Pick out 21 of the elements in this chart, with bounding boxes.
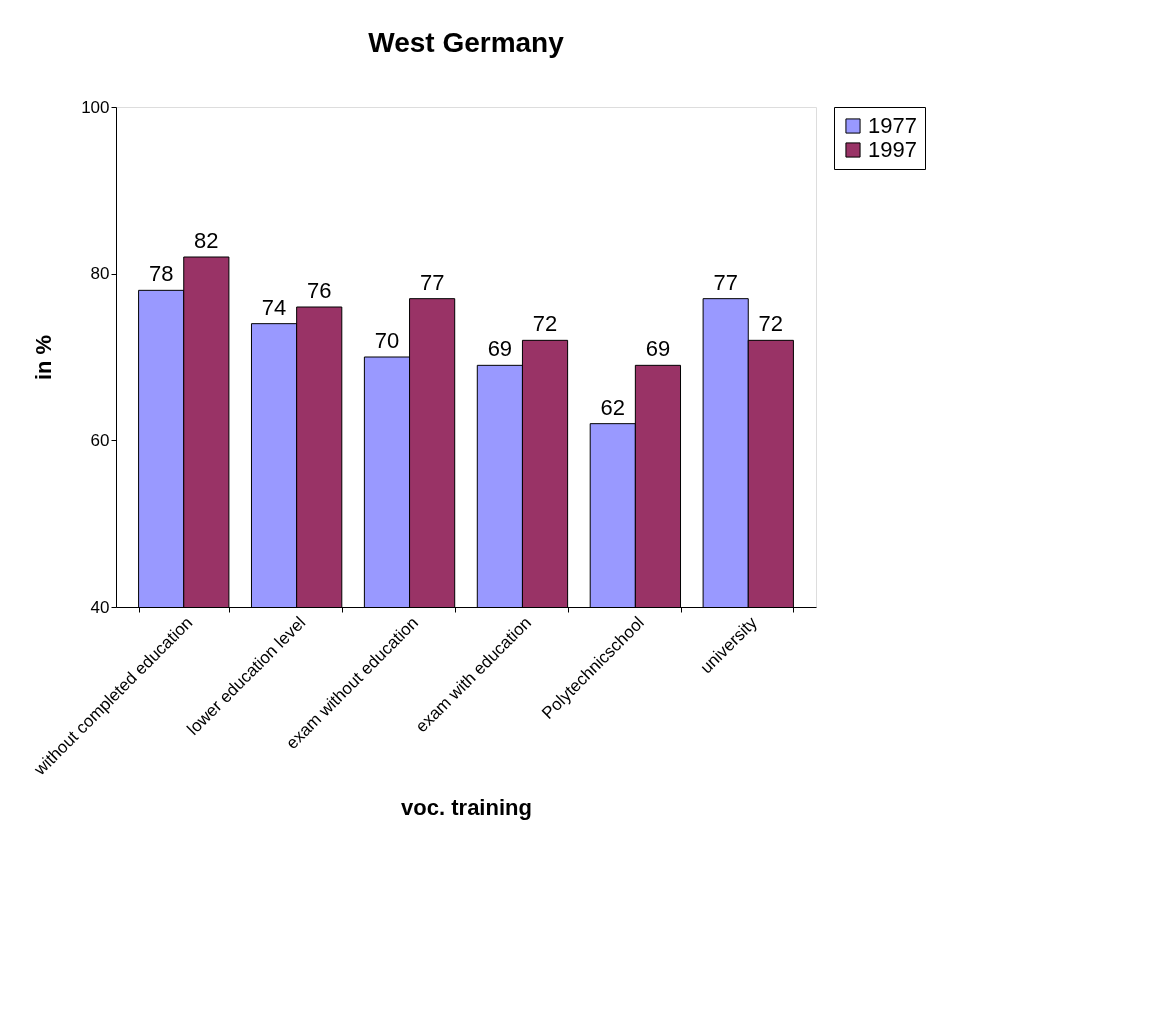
y-tick-label: 60 (90, 430, 110, 450)
y-tick-label: 80 (90, 264, 110, 284)
data-label: 76 (306, 278, 332, 303)
data-label: 82 (194, 228, 219, 253)
data-label: 77 (713, 269, 738, 295)
data-label: 69 (645, 336, 671, 362)
legend-label: 1977 (868, 113, 917, 138)
data-label: 62 (600, 394, 626, 420)
data-label: 74 (261, 294, 287, 320)
data-label: 72 (532, 311, 558, 337)
legend-label: 1997 (868, 137, 917, 162)
data-label: 70 (374, 328, 400, 353)
y-axis-title: in % (31, 334, 57, 381)
x-axis-title: voc. training (401, 795, 532, 821)
data-label: 78 (148, 261, 174, 287)
y-tick-label: 100 (81, 97, 110, 117)
data-label: 69 (487, 336, 513, 362)
data-label: 77 (419, 269, 445, 295)
y-tick-label: 40 (90, 597, 110, 617)
data-label: 72 (758, 311, 784, 337)
chart-title: West Germany (368, 27, 565, 58)
